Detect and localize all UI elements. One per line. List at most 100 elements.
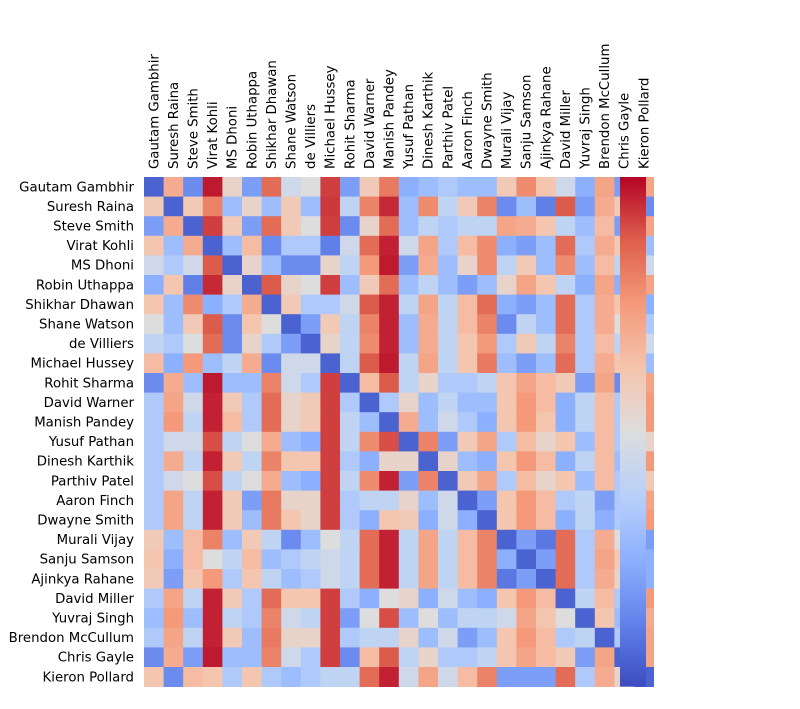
- heatmap-cell: [516, 451, 537, 472]
- heatmap-cell: [202, 177, 223, 197]
- heatmap-cell: [477, 353, 498, 374]
- y-tick-label: de Villiers: [69, 337, 134, 352]
- x-tick-label: Gautam Gambhir: [147, 54, 162, 169]
- heatmap-cell: [536, 216, 556, 237]
- heatmap-cell: [340, 451, 360, 472]
- heatmap-cell: [281, 373, 302, 393]
- x-tick-label: Dinesh Karthik: [422, 71, 437, 169]
- heatmap-cell: [300, 490, 321, 511]
- heatmap-cell: [477, 451, 498, 472]
- y-tick-label: Manish Pandey: [34, 416, 134, 431]
- heatmap-cell: [222, 373, 243, 393]
- heatmap-cell: [418, 333, 439, 354]
- heatmap-cell: [477, 275, 498, 295]
- heatmap-cell: [359, 529, 380, 550]
- x-tick-label: David Miller: [559, 90, 574, 169]
- heatmap-cell: [516, 608, 537, 629]
- heatmap-cell: [594, 549, 615, 570]
- heatmap-cell: [496, 451, 517, 472]
- heatmap-cell: [457, 471, 478, 491]
- heatmap-cell: [261, 314, 282, 335]
- heatmap-cell: [340, 294, 360, 315]
- heatmap-cell: [496, 510, 517, 531]
- heatmap-cell: [359, 314, 380, 335]
- heatmap-cell: [536, 510, 556, 531]
- heatmap-cell: [379, 353, 400, 374]
- heatmap-cell: [594, 235, 615, 256]
- heatmap-cell: [261, 333, 282, 354]
- heatmap-cell: [555, 608, 576, 629]
- heatmap-cell: [496, 471, 517, 491]
- heatmap-cell: [516, 314, 537, 335]
- heatmap-cell: [575, 431, 596, 452]
- heatmap-cell: [261, 177, 282, 197]
- heatmap-cell: [457, 392, 478, 413]
- heatmap-cell: [418, 373, 439, 393]
- heatmap-cell: [438, 647, 458, 668]
- heatmap-cell: [477, 216, 498, 237]
- heatmap-cell: [202, 294, 223, 315]
- heatmap-cell: [418, 549, 439, 570]
- heatmap-cell: [516, 373, 537, 393]
- heatmap-cell: [281, 353, 302, 374]
- heatmap-cell: [398, 392, 419, 413]
- heatmap-cell: [300, 588, 321, 609]
- heatmap-cell: [261, 275, 282, 295]
- heatmap-cell: [477, 255, 498, 276]
- heatmap-cell: [340, 314, 360, 335]
- heatmap-cell: [281, 177, 302, 197]
- heatmap-cell: [594, 333, 615, 354]
- x-tick-label: Yuvraj Singh: [579, 87, 594, 170]
- heatmap-cell: [536, 627, 556, 648]
- heatmap-cell: [163, 608, 184, 629]
- heatmap-cell: [281, 431, 302, 452]
- heatmap-cell: [300, 529, 321, 550]
- heatmap-cell: [340, 196, 360, 217]
- heatmap-cell: [438, 510, 458, 531]
- heatmap-cell: [496, 216, 517, 237]
- heatmap-cell: [144, 431, 164, 452]
- heatmap-cell: [555, 627, 576, 648]
- heatmap-cell: [183, 588, 204, 609]
- heatmap-cell: [320, 549, 341, 570]
- heatmap-cell: [222, 451, 243, 472]
- heatmap-cell: [183, 431, 204, 452]
- heatmap-cell: [359, 647, 380, 668]
- heatmap-cell: [438, 569, 458, 589]
- heatmap-cell: [457, 647, 478, 668]
- heatmap-cell: [418, 569, 439, 589]
- heatmap-cell: [300, 353, 321, 374]
- heatmap-cell: [340, 392, 360, 413]
- heatmap-cell: [536, 235, 556, 256]
- heatmap-cell: [183, 392, 204, 413]
- heatmap-cell: [183, 471, 204, 491]
- heatmap-cell: [281, 529, 302, 550]
- heatmap-cell: [320, 353, 341, 374]
- heatmap-cell: [398, 294, 419, 315]
- heatmap-cell: [242, 529, 262, 550]
- heatmap-cell: [340, 333, 360, 354]
- x-tick-label: Rohit Sharma: [343, 79, 358, 169]
- heatmap-cell: [594, 647, 615, 668]
- heatmap-cell: [555, 529, 576, 550]
- heatmap-cell: [222, 549, 243, 570]
- heatmap-cell: [555, 196, 576, 217]
- x-tick-labels: Gautam Gambhir Suresh Raina Steve Smith Vir…: [147, 44, 652, 170]
- heatmap-cell: [438, 294, 458, 315]
- heatmap-cell: [398, 353, 419, 374]
- heatmap-cell: [340, 667, 360, 687]
- heatmap-cell: [320, 627, 341, 648]
- heatmap-cell: [281, 490, 302, 511]
- x-tick-label: Parthiv Patel: [441, 86, 456, 169]
- heatmap-cell: [457, 490, 478, 511]
- heatmap-cell: [438, 627, 458, 648]
- x-tick-label: Ajinkya Rahane: [539, 66, 554, 169]
- heatmap-cell: [477, 314, 498, 335]
- heatmap-cell: [594, 294, 615, 315]
- heatmap-cell: [516, 490, 537, 511]
- heatmap-cell: [477, 549, 498, 570]
- heatmap-cell: [144, 471, 164, 491]
- heatmap-cell: [379, 647, 400, 668]
- x-tick-label: Michael Hussey: [324, 65, 339, 169]
